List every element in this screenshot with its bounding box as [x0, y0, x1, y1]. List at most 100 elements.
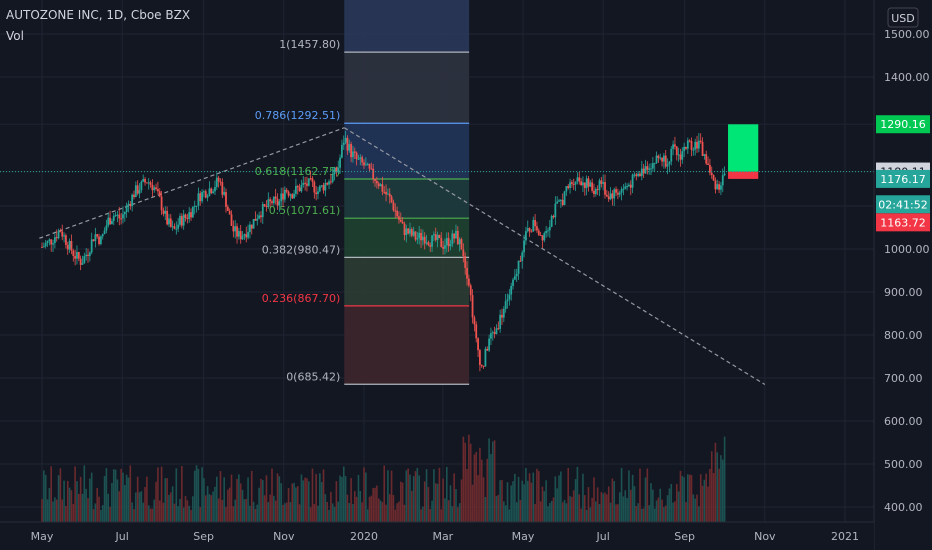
candle-body	[379, 184, 382, 187]
volume-bar	[491, 441, 494, 522]
volume-bar	[210, 495, 213, 522]
volume-bar	[409, 474, 411, 522]
symbol-title[interactable]: AUTOZONE INC, 1D, Cboe BZX	[6, 8, 191, 22]
volume-bar	[171, 486, 174, 522]
candle-body	[510, 285, 513, 295]
candle-body	[467, 278, 470, 286]
volume-bar	[87, 498, 89, 522]
volume-bar	[685, 502, 687, 522]
volume-bar	[228, 487, 231, 522]
volume-bar	[399, 481, 402, 522]
candle-body	[541, 235, 544, 241]
candle-body	[120, 218, 123, 220]
candle-body	[425, 242, 428, 244]
candle-body	[396, 210, 399, 217]
candle-body	[567, 186, 570, 188]
volume-bar	[195, 465, 198, 522]
time-axis-bg	[0, 522, 874, 550]
candle-body	[662, 155, 665, 162]
volume-bar	[469, 443, 472, 522]
candle-body	[101, 234, 104, 237]
volume-bar	[293, 482, 295, 522]
volume-bar	[254, 508, 257, 522]
candle-body	[144, 178, 146, 183]
volume-bar	[712, 473, 715, 522]
candle-body	[234, 226, 237, 232]
candle-body	[635, 174, 638, 177]
position-stop-zone[interactable]	[728, 171, 759, 179]
trend-lines[interactable]	[39, 127, 766, 385]
currency-button[interactable]	[887, 7, 919, 28]
candle-body	[326, 183, 329, 185]
volume-bar	[181, 466, 183, 522]
candle-body	[526, 228, 529, 232]
volume-bar	[52, 501, 54, 522]
time-tick-label: Nov	[273, 530, 295, 543]
volume-bar	[688, 474, 691, 522]
candle-body	[710, 172, 713, 176]
volume-bar	[322, 469, 325, 522]
candle-body	[162, 210, 165, 214]
position-target-zone[interactable]	[728, 124, 759, 172]
volume-bar	[663, 507, 665, 522]
volume-bar	[217, 498, 220, 522]
candle-body	[642, 168, 645, 174]
candle-body	[219, 181, 222, 183]
candle-body	[195, 205, 198, 207]
volume-bar	[133, 509, 135, 522]
candle-body	[44, 243, 47, 247]
volume-bar	[149, 508, 152, 522]
volume-bar	[122, 472, 124, 522]
candle-body	[618, 192, 621, 195]
volume-bar	[89, 478, 91, 522]
candle-body	[256, 218, 259, 221]
volume-bar	[365, 472, 367, 522]
candle-body	[385, 191, 387, 195]
trend-line[interactable]	[39, 127, 345, 239]
candle-body	[392, 202, 395, 211]
volume-label[interactable]: Vol	[6, 29, 24, 43]
volume-bar	[464, 442, 466, 522]
candle-body	[661, 157, 663, 162]
candle-body	[155, 187, 157, 190]
fib-level-label: 0(685.42)	[286, 370, 340, 383]
candle-body	[521, 252, 524, 262]
volume-bar	[162, 502, 165, 522]
candle-body	[589, 182, 592, 187]
volume-bar	[617, 504, 619, 522]
candle-body	[475, 324, 478, 339]
volume-bar	[296, 486, 299, 522]
price-axis[interactable]: USD 400.00 500.00 600.00 700.00 800.00 900.00 1…	[873, 0, 932, 550]
volume-bar	[333, 506, 336, 522]
candle-body	[648, 168, 651, 170]
candle-body	[433, 234, 435, 236]
time-axis[interactable]: May Jul Sep Nov 2020 Mar May Jul Sep Nov 2021	[0, 521, 874, 550]
volume-bar	[201, 467, 203, 522]
candle-body	[302, 182, 305, 185]
long-position[interactable]	[0, 124, 874, 179]
volume-bar	[330, 491, 332, 522]
candle-body	[247, 232, 249, 238]
candle-body	[151, 184, 154, 191]
volume-bar	[260, 478, 262, 522]
trend-line[interactable]	[343, 127, 766, 385]
volume-bar	[721, 459, 724, 522]
volume-bar	[611, 478, 614, 522]
candle-body	[261, 204, 264, 218]
price-badge-label: 1290.16	[880, 118, 926, 131]
candle-body	[699, 140, 702, 142]
price-tick-label: 800.00	[884, 329, 923, 342]
time-tick-label: Nov	[754, 530, 776, 543]
candle-body	[272, 196, 275, 204]
volume-bar	[361, 502, 363, 522]
candle-body	[90, 239, 93, 253]
candle-body	[317, 191, 319, 195]
candle-body	[298, 187, 301, 192]
volume-bar	[436, 483, 439, 522]
volume-bar	[585, 509, 588, 522]
candle-body	[456, 230, 459, 245]
candle-body	[416, 238, 419, 240]
candle-body	[491, 332, 494, 334]
candle-body	[357, 158, 360, 160]
